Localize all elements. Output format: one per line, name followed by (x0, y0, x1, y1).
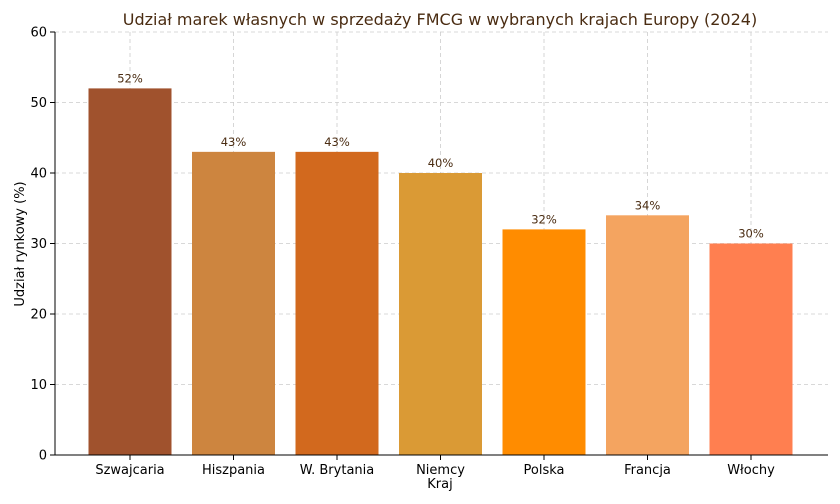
y-tick-label: 50 (30, 96, 47, 111)
bar (502, 229, 586, 455)
y-tick-label: 60 (30, 26, 47, 41)
bar (709, 243, 793, 455)
x-tick-label: W. Brytania (300, 463, 374, 478)
y-tick-label: 30 (30, 237, 47, 252)
bar-value-label: 52% (117, 71, 143, 85)
data-labels: 52% 43% 43% 40% 32% 34% 30% (117, 71, 764, 240)
bar (606, 215, 689, 455)
bars (88, 88, 793, 456)
x-tick-label: Polska (524, 463, 565, 478)
y-tick-label: 0 (39, 449, 47, 464)
bar (295, 151, 379, 455)
bar-value-label: 34% (635, 198, 661, 212)
y-tick-label: 40 (30, 167, 47, 182)
bar (399, 173, 482, 455)
bar-value-label: 32% (531, 212, 557, 226)
x-tick-label: Francja (624, 463, 671, 478)
y-axis-label: Udział rynkowy (%) (13, 181, 28, 306)
axes: 0 10 20 30 40 50 60 Szwajcaria Hiszpania W. Bryta… (30, 26, 828, 478)
bar-value-label: 43% (221, 135, 247, 149)
bar-value-label: 43% (324, 135, 350, 149)
bar-value-label: 40% (428, 156, 454, 170)
chart-title: Udział marek własnych w sprzedaży FMCG w… (123, 10, 757, 29)
x-tick-label: Włochy (727, 463, 775, 478)
x-tick-label: Niemcy (416, 463, 465, 478)
x-tick-label: Hiszpania (202, 463, 265, 478)
bar-value-label: 30% (738, 227, 764, 241)
bar (88, 88, 172, 456)
x-tick-label: Szwajcaria (95, 463, 164, 478)
bar (192, 151, 275, 455)
x-axis-label: Kraj (427, 477, 452, 492)
y-tick-label: 10 (30, 378, 47, 393)
y-tick-label: 20 (30, 308, 47, 323)
